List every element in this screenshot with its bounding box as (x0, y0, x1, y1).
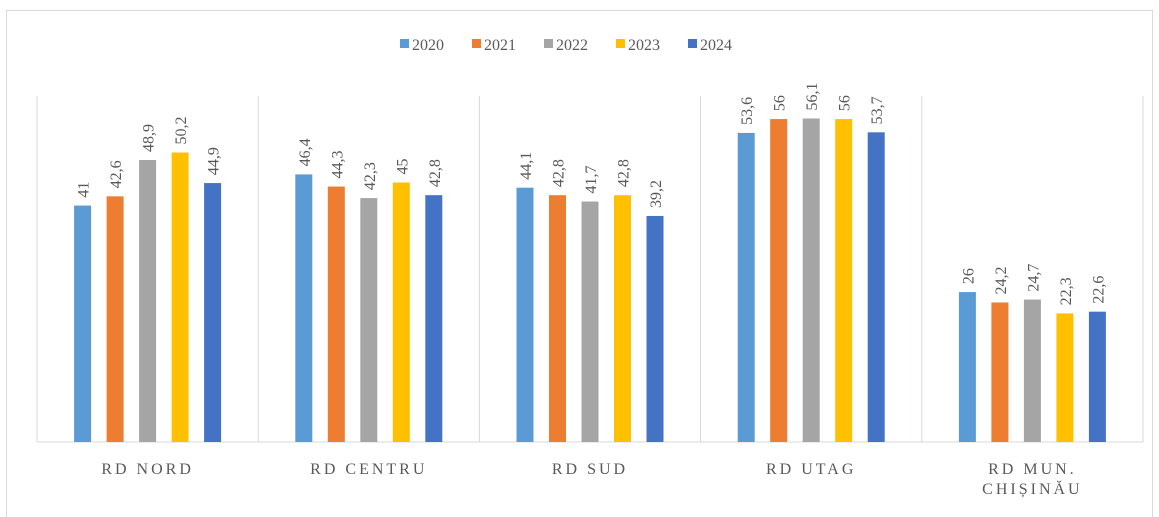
bar (327, 186, 345, 442)
bar (581, 201, 599, 442)
bar (1056, 313, 1074, 442)
bar (835, 119, 853, 443)
data-label: 56,1 (804, 82, 821, 110)
data-label: 45 (394, 159, 411, 175)
bar (646, 215, 664, 442)
bar (74, 205, 92, 442)
data-label: 42,6 (108, 160, 125, 188)
bar (106, 196, 124, 442)
x-tick-label: RD SUD (551, 461, 629, 478)
chart-border (6, 10, 1153, 517)
bar (958, 292, 976, 442)
bar (867, 132, 885, 442)
data-label: 42,8 (427, 159, 444, 187)
data-label: 24,7 (1025, 264, 1042, 292)
bar (139, 160, 157, 442)
data-label: 50,2 (173, 117, 190, 145)
data-label: 41 (76, 182, 93, 198)
data-label: 41,7 (583, 166, 600, 194)
legend-swatch (400, 39, 409, 48)
bar (737, 132, 755, 442)
data-label: 39,2 (648, 180, 665, 208)
legend-label: 2021 (484, 37, 516, 54)
bar (802, 118, 820, 443)
data-label: 26 (960, 268, 977, 284)
data-label: 42,3 (362, 162, 379, 190)
legend-swatch (472, 39, 481, 48)
bar (204, 183, 222, 442)
x-tick-label: RD NORD (101, 461, 194, 478)
data-label: 48,9 (141, 124, 158, 152)
legend-swatch (544, 39, 553, 48)
data-label: 24,2 (993, 266, 1010, 294)
data-label: 53,6 (739, 97, 756, 125)
legend-swatch (616, 39, 625, 48)
bar (549, 195, 566, 442)
data-label: 56 (837, 95, 854, 111)
data-label: 44,3 (329, 151, 346, 179)
legend-label: 2023 (628, 37, 660, 54)
x-tick-label: RD CENTRU (310, 461, 428, 478)
data-label: 42,8 (551, 159, 568, 187)
bar (171, 152, 189, 442)
x-tick-label: RD MUN. CHIȘINĂU (982, 461, 1083, 498)
data-label: 46,4 (297, 138, 314, 166)
data-label: 22,3 (1058, 277, 1075, 305)
bar (295, 174, 313, 442)
legend-swatch (688, 39, 697, 48)
bar (392, 182, 410, 442)
bar (425, 195, 443, 442)
data-label: 44,1 (518, 152, 535, 180)
data-label: 22,6 (1090, 276, 1107, 304)
bar (991, 302, 1009, 442)
legend-label: 2020 (412, 37, 444, 54)
data-label: 44,9 (206, 147, 223, 175)
legend-label: 2024 (700, 37, 732, 54)
bar (1088, 311, 1106, 442)
bar (770, 119, 788, 443)
data-label: 42,8 (616, 159, 633, 187)
bar (614, 195, 631, 442)
x-tick-label: RD UTAG (765, 461, 857, 478)
data-label: 53,7 (869, 96, 886, 124)
data-label: 56 (772, 95, 789, 111)
bar (1023, 299, 1041, 442)
legend-label: 2022 (556, 37, 588, 54)
bar (516, 187, 534, 442)
bar (360, 198, 378, 442)
